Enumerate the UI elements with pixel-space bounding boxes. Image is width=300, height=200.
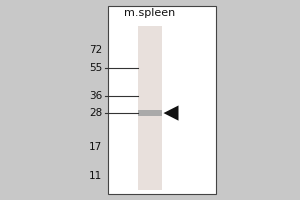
Bar <box>108 6 216 194</box>
Text: 72: 72 <box>89 45 102 55</box>
Text: 17: 17 <box>89 142 102 152</box>
Polygon shape <box>164 105 178 121</box>
Text: m.spleen: m.spleen <box>124 8 176 18</box>
Text: 36: 36 <box>89 91 102 101</box>
Text: 11: 11 <box>89 171 102 181</box>
Bar <box>138 26 162 190</box>
Text: 28: 28 <box>89 108 102 118</box>
Text: 55: 55 <box>89 63 102 73</box>
Bar <box>138 110 162 116</box>
